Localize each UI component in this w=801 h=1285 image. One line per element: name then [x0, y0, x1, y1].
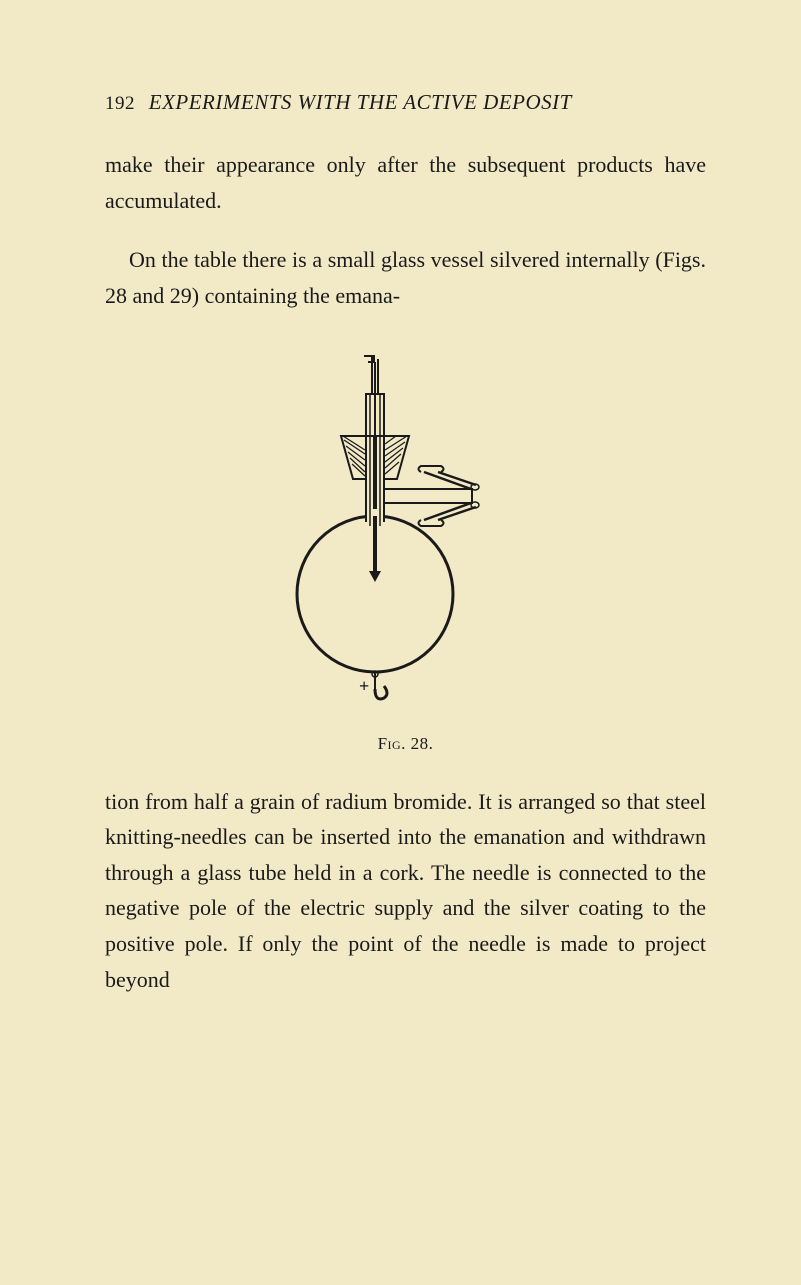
svg-text:+: +	[359, 676, 369, 696]
page-header: 192 EXPERIMENTS WITH THE ACTIVE DEPOSIT	[105, 90, 706, 115]
paragraph-3: tion from half a grain of radium bromide…	[105, 784, 706, 998]
paragraph-1: make their appearance only after the sub…	[105, 147, 706, 218]
figure-28: + Fig. 28.	[105, 344, 706, 754]
paragraph-2: On the table there is a small glass vess…	[105, 242, 706, 313]
header-title: EXPERIMENTS WITH THE ACTIVE DEPOSIT	[149, 90, 572, 114]
flask-diagram: +	[266, 344, 546, 724]
figure-caption: Fig. 28.	[378, 734, 434, 754]
page-number: 192	[105, 93, 135, 114]
